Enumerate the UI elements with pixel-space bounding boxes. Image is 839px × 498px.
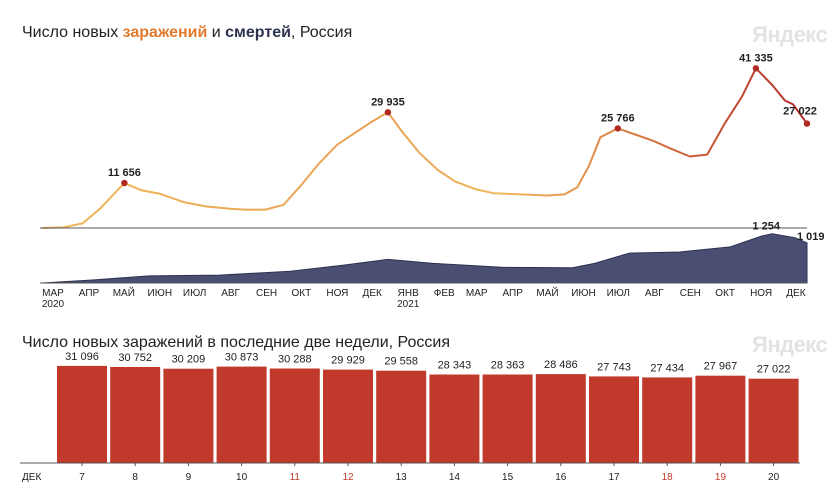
bar-value-label: 29 929 bbox=[331, 355, 365, 367]
bar bbox=[429, 374, 480, 463]
x-tick-label: МАР bbox=[42, 288, 64, 299]
bar-value-label: 30 752 bbox=[118, 352, 152, 364]
bar-value-label: 31 096 bbox=[65, 351, 99, 363]
peak-point bbox=[121, 179, 128, 187]
x-tick-label: 19 bbox=[715, 472, 727, 483]
bar-value-label: 27 434 bbox=[650, 362, 684, 374]
data-label: 1 254 bbox=[752, 221, 780, 233]
x-tick-label: СЕН bbox=[256, 288, 277, 299]
x-tick-label: АПР bbox=[502, 288, 523, 299]
x-tick-label: ИЮЛ bbox=[183, 288, 206, 299]
bar-value-label: 27 967 bbox=[704, 361, 738, 373]
x-tick-label: ОКТ bbox=[715, 288, 735, 299]
x-tick-label: АПР bbox=[79, 288, 100, 299]
x-tick-label: ДЕК bbox=[363, 288, 382, 299]
data-label: 11 656 bbox=[108, 167, 141, 179]
bar-value-label: 27 022 bbox=[757, 364, 791, 376]
bar bbox=[695, 375, 746, 463]
data-label: 25 766 bbox=[601, 112, 635, 124]
bar bbox=[376, 370, 427, 463]
x-tick-label: 10 bbox=[236, 472, 248, 483]
year-label: 2021 bbox=[397, 299, 420, 310]
bar-value-label: 28 343 bbox=[438, 360, 472, 372]
bar-value-label: 28 363 bbox=[491, 360, 525, 372]
title-prefix: Число новых bbox=[22, 24, 123, 41]
x-tick-label: АВГ bbox=[645, 288, 664, 299]
top-chart-title: Число новых заражений и смертей, Россия bbox=[22, 24, 352, 42]
bar bbox=[323, 369, 373, 463]
bar-value-label: 30 288 bbox=[278, 354, 312, 366]
x-tick-label: СЕН bbox=[680, 288, 701, 299]
year-label: 2020 bbox=[42, 299, 65, 310]
peak-point bbox=[752, 65, 760, 72]
x-tick-label: АВГ bbox=[221, 288, 240, 299]
bar-value-label: 28 486 bbox=[544, 359, 578, 371]
infections-line bbox=[41, 67, 808, 229]
month-label: ДЕК bbox=[22, 472, 41, 483]
x-tick-label: 8 bbox=[132, 472, 138, 483]
title-infections: заражений bbox=[122, 24, 208, 41]
bar-value-label: 27 743 bbox=[597, 361, 631, 373]
peak-point bbox=[803, 120, 811, 127]
x-tick-label: НОЯ bbox=[750, 288, 772, 299]
x-tick-label: 18 bbox=[662, 472, 674, 483]
bottom-chart: 31 096 7 30 752 8 30 209 9 30 873 10 30 288 11 29 … bbox=[20, 351, 800, 483]
x-tick-label: 17 bbox=[608, 472, 620, 483]
data-label: 1 019 bbox=[797, 231, 825, 243]
x-tick-label: 20 bbox=[768, 472, 780, 483]
bar-value-label: 29 558 bbox=[384, 356, 418, 368]
bar bbox=[57, 365, 107, 463]
x-tick-label: ИЮН bbox=[571, 288, 596, 299]
data-label: 27 022 bbox=[783, 106, 817, 118]
x-tick-label: 16 bbox=[555, 472, 567, 483]
title-mid: и bbox=[207, 24, 226, 41]
bottom-chart-title: Число новых заражений в последние две не… bbox=[22, 334, 450, 351]
bar bbox=[216, 366, 267, 463]
x-tick-label: ДЕК bbox=[786, 288, 805, 299]
deaths-area bbox=[41, 233, 808, 284]
x-tick-label: ФЕВ bbox=[434, 288, 455, 299]
x-tick-label: 12 bbox=[342, 472, 354, 483]
bar bbox=[642, 377, 693, 463]
x-tick-label: НОЯ bbox=[326, 288, 348, 299]
bar bbox=[535, 374, 586, 463]
x-tick-label: 9 bbox=[186, 472, 192, 483]
x-tick-label: 7 bbox=[79, 472, 85, 483]
x-tick-label: ИЮЛ bbox=[607, 288, 630, 299]
x-tick-label: 13 bbox=[396, 472, 408, 483]
peak-point bbox=[384, 109, 392, 116]
data-label: 41 335 bbox=[739, 52, 773, 64]
title-deaths: смертей bbox=[225, 24, 291, 41]
title-suffix: , Россия bbox=[290, 24, 353, 41]
bar-value-label: 30 873 bbox=[225, 352, 259, 364]
x-tick-label: МАЙ bbox=[536, 286, 558, 299]
peak-point bbox=[614, 125, 621, 132]
x-tick-label: ОКТ bbox=[292, 288, 312, 299]
x-tick-label: 14 bbox=[449, 472, 461, 483]
bar bbox=[589, 376, 639, 463]
x-tick-label: МАР bbox=[466, 288, 488, 299]
data-label: 29 935 bbox=[371, 96, 405, 108]
x-tick-label: МАЙ bbox=[113, 286, 135, 299]
top-chart: МАР АПР МАЙ ИЮН ИЮЛ АВГ СЕН ОКТ НОЯ ДЕК ЯНВ ФЕВ МАР А… bbox=[40, 52, 825, 310]
bar bbox=[269, 368, 320, 463]
x-tick-label: 15 bbox=[502, 472, 514, 483]
yandex-watermark-bottom: Яндекс bbox=[752, 332, 828, 357]
bar bbox=[110, 367, 161, 463]
bar bbox=[482, 374, 533, 463]
yandex-watermark-top: Яндекс bbox=[752, 22, 828, 47]
x-tick-label: 11 bbox=[290, 472, 301, 483]
bar-value-label: 30 209 bbox=[172, 354, 206, 366]
bar bbox=[163, 368, 214, 463]
x-tick-label: ИЮН bbox=[148, 288, 173, 299]
x-tick-label: ЯНВ bbox=[398, 288, 419, 299]
bar bbox=[748, 378, 799, 463]
